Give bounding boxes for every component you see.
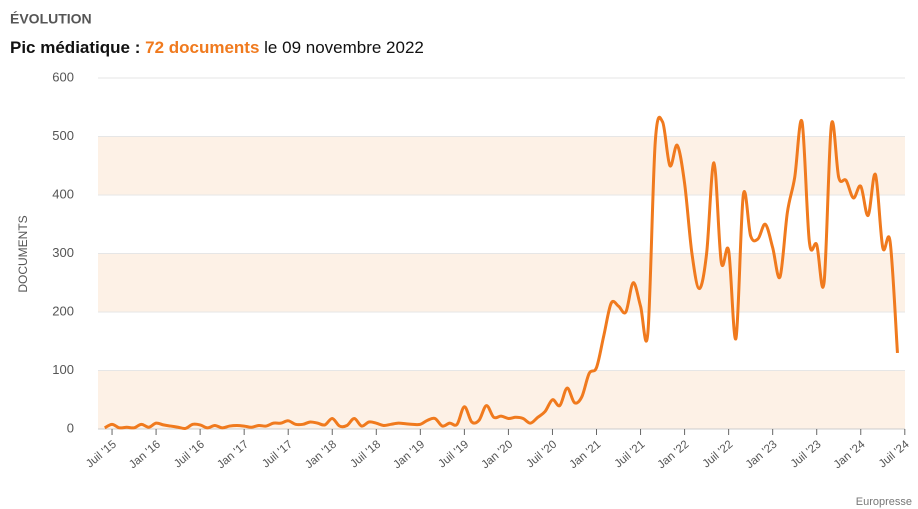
title-lead: Pic médiatique :	[10, 38, 140, 57]
x-tick-label: Juil '22	[701, 438, 736, 470]
x-tick-label: Juil '20	[524, 438, 559, 470]
x-tick-label: Juil '16	[172, 438, 207, 470]
band	[98, 370, 905, 429]
title-tail: le 09 novembre 2022	[264, 38, 424, 57]
chart-title: Pic médiatique : 72 documents le 09 nove…	[10, 38, 424, 57]
x-tick-label: Juil '19	[436, 438, 471, 470]
x-tick-label: Juil '24	[877, 438, 912, 470]
x-tick-label: Juil '15	[84, 438, 119, 470]
y-tick-label: 200	[52, 303, 74, 318]
data-line	[103, 115, 899, 431]
x-tick-label: Juil '23	[789, 438, 824, 470]
section-title: ÉVOLUTION	[10, 11, 92, 27]
y-tick-label: 400	[52, 186, 74, 201]
x-tick-label: Juil '18	[348, 438, 383, 470]
x-tick-label: Jan '23	[744, 438, 780, 471]
band	[98, 136, 905, 195]
x-tick-label: Jan '20	[479, 438, 515, 471]
x-tick-label: Juil '21	[613, 438, 648, 470]
x-tick-label: Jan '19	[391, 438, 427, 471]
x-tick-label: Juil '17	[260, 438, 295, 470]
x-tick-label: Jan '22	[656, 438, 692, 471]
title-highlight: 72 documents	[145, 38, 259, 57]
x-tick-label: Jan '18	[303, 438, 339, 471]
y-axis-label: DOCUMENTS	[16, 215, 30, 292]
source: Europresse	[856, 496, 912, 508]
y-tick-label: 0	[67, 420, 74, 435]
x-tick-label: Jan '17	[215, 438, 251, 471]
x-tick-label: Jan '16	[127, 438, 163, 471]
x-tick-label: Jan '24	[832, 438, 868, 471]
y-tick-label: 300	[52, 245, 74, 260]
y-tick-label: 600	[52, 69, 74, 84]
x-tick-label: Jan '21	[568, 438, 604, 471]
band	[98, 253, 905, 312]
y-tick-label: 100	[52, 362, 74, 377]
y-tick-label: 500	[52, 128, 74, 143]
